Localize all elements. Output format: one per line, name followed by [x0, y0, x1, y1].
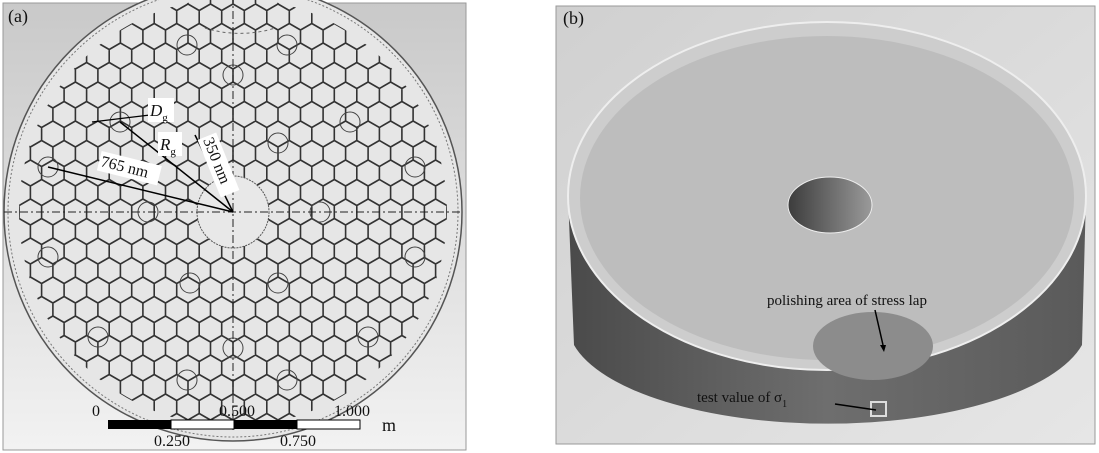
dg-sub: g	[162, 112, 168, 124]
scale-segment	[108, 420, 171, 429]
page: {"panel_a": {"label": "(a)", "dg": {"mai…	[0, 0, 1099, 453]
scale-unit: m	[382, 415, 396, 435]
test-sub: 1	[782, 399, 787, 410]
scale-label: 0.250	[154, 433, 190, 450]
scale-label: 0.500	[219, 403, 255, 420]
figure: Dg Rg 350 nm 765 nm (a) 0 0.500 1.000 0.…	[0, 0, 1099, 453]
panel-b-label: (b)	[563, 8, 584, 29]
test-main: test value of σ	[697, 390, 782, 406]
rg-sub: g	[170, 146, 176, 158]
scale-label: 0.750	[280, 433, 316, 450]
dg-main: D	[149, 101, 163, 120]
center-hole	[788, 177, 872, 233]
polishing-label: polishing area of stress lap	[767, 293, 927, 309]
panel-a-label: (a)	[8, 6, 28, 27]
polishing-area	[813, 312, 933, 380]
scale-segment	[297, 420, 360, 429]
scale-label: 1.000	[334, 403, 370, 420]
scale-segment	[234, 420, 297, 429]
scale-label: 0	[92, 403, 100, 420]
scale-segment	[171, 420, 234, 429]
rg-main: R	[159, 135, 171, 154]
